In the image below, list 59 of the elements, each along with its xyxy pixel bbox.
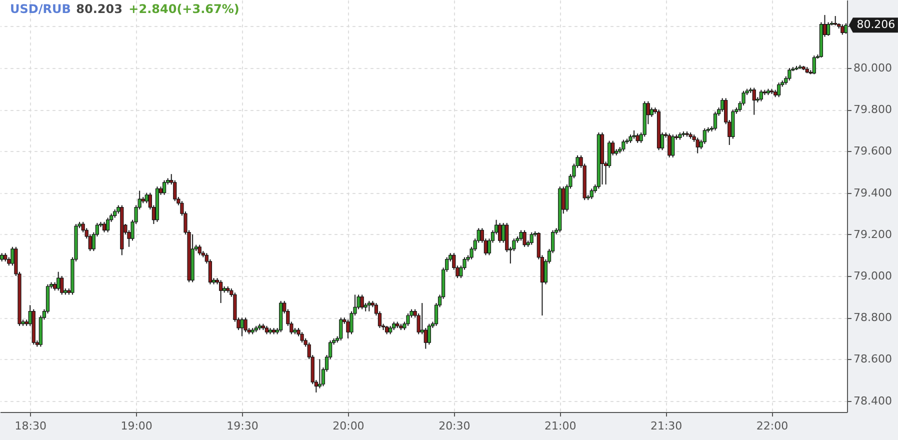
candlestick (106, 217, 110, 233)
candlestick (759, 89, 763, 102)
candlestick (367, 300, 371, 312)
candlestick (56, 271, 60, 292)
candlestick (650, 107, 654, 118)
candlestick (713, 111, 718, 131)
candlestick (622, 139, 626, 152)
candlestick (198, 244, 202, 256)
y-tick-label: 79.800 (854, 103, 892, 116)
candlestick (590, 188, 594, 200)
x-tick-label: 18:30 (14, 420, 46, 432)
chart-title: USD/RUB (10, 2, 71, 16)
candlestick (406, 312, 410, 326)
x-tick-label: 20:30 (438, 420, 470, 432)
candlestick (300, 332, 304, 344)
y-tick-label: 79.600 (854, 144, 892, 158)
x-tick-label: 20:00 (332, 420, 364, 432)
x-tick-label: 22:00 (756, 420, 788, 432)
candlestick (788, 68, 792, 81)
annotation: 80.203 (76, 2, 122, 16)
x-tick-label: 21:30 (650, 420, 682, 432)
candlestick (162, 180, 166, 196)
candlestick (219, 280, 223, 304)
candlestick (522, 230, 526, 248)
x-tick-label: 21:00 (544, 420, 576, 432)
y-tick-label: 78.400 (854, 394, 892, 408)
candlestick (636, 133, 640, 144)
candlestick (834, 16, 838, 26)
candlestick (244, 317, 248, 333)
candlestick (519, 230, 523, 242)
candlestick (60, 275, 64, 296)
candlestick (498, 222, 502, 244)
candlestick (844, 22, 847, 34)
candlestick (339, 317, 343, 341)
y-tick-label: 78.800 (854, 311, 892, 324)
y-tick-label: 79.400 (854, 186, 892, 200)
candlestick (777, 82, 781, 98)
y-tick-label: 80.000 (854, 62, 892, 75)
y-tick-label: 79.000 (854, 269, 892, 282)
candlestick (144, 192, 148, 204)
candlestick (840, 24, 844, 36)
x-tick-label: 19:00 (120, 420, 152, 432)
y-tick-label: 78.600 (854, 352, 892, 366)
candlestick (102, 221, 106, 233)
candlestick (668, 133, 672, 158)
x-tick-label: 19:30 (226, 420, 258, 432)
candlestick (826, 22, 830, 36)
candlestick (530, 232, 534, 246)
candlestick (360, 294, 364, 310)
annotation: 80.206 (856, 18, 896, 32)
candlestick (671, 134, 675, 158)
candlestick (427, 323, 431, 346)
y-tick-label: 79.200 (854, 228, 892, 241)
annotation: +2.840(+3.67%) (128, 2, 240, 16)
candlestick (318, 358, 322, 389)
candlestick (752, 87, 756, 116)
candlestick (240, 317, 244, 337)
candlestick (812, 55, 816, 75)
candlestick (696, 137, 700, 154)
